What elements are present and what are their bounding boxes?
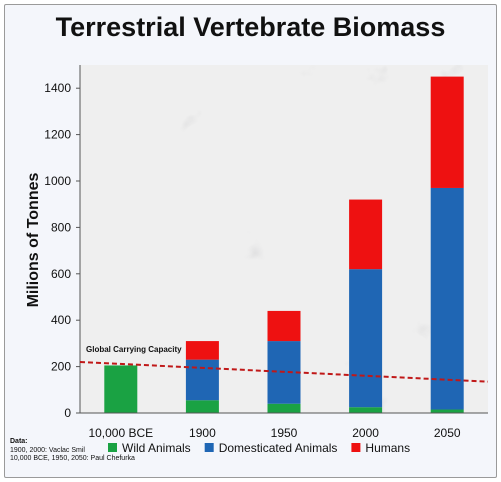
x-tick-label: 1900 xyxy=(189,426,216,440)
y-tick-label: 0 xyxy=(64,406,71,420)
bar-segment xyxy=(430,409,464,413)
legend-label: Wild Animals xyxy=(122,441,191,455)
legend-swatch xyxy=(351,443,361,452)
legend-swatch xyxy=(108,443,117,452)
chart-title: Terrestrial Vertebrate Biomass xyxy=(55,12,446,42)
sources-heading: Data: xyxy=(10,438,28,445)
bar-segment xyxy=(104,365,138,413)
legend-label: Domesticated Animals xyxy=(219,441,338,455)
y-tick-label: 400 xyxy=(51,313,71,327)
x-tick-label: 10,000 BCE xyxy=(88,426,153,440)
plot-background xyxy=(80,65,488,413)
bar-segment xyxy=(349,269,383,408)
bar-segment xyxy=(185,400,219,413)
y-tick-label: 1000 xyxy=(44,174,71,188)
y-tick-label: 800 xyxy=(51,220,71,234)
sources-line: 1900, 2000: Vaclac Smil xyxy=(10,446,85,454)
x-tick-label: 2000 xyxy=(352,426,379,440)
y-tick-label: 1400 xyxy=(44,81,71,95)
y-tick-label: 1200 xyxy=(44,128,71,142)
sources-line: 10,000 BCE, 1950, 2050: Paul Chefurka xyxy=(10,455,135,462)
legend-label: Humans xyxy=(365,441,410,455)
y-axis-title: Milions of Tonnes xyxy=(25,173,42,308)
bar-segment xyxy=(349,407,383,413)
bar-segment xyxy=(185,359,219,401)
carrying-capacity-label: Global Carrying Capacity xyxy=(86,345,182,354)
bar-segment xyxy=(430,76,464,188)
y-tick-label: 200 xyxy=(51,360,71,374)
carrying-capacity-line xyxy=(79,360,489,383)
bar-segment xyxy=(185,341,219,360)
y-tick-label: 600 xyxy=(51,267,71,281)
x-tick-label: 1950 xyxy=(271,426,298,440)
bar-segment xyxy=(349,199,383,270)
data-sources: Data: 1900, 2000: Vaclac Smil 10,000 BCE… xyxy=(10,438,135,464)
bar-segment xyxy=(267,310,301,342)
x-tick-label: 2050 xyxy=(434,426,461,440)
bar-segment xyxy=(267,403,301,413)
bar-segment xyxy=(430,187,464,410)
plot-area: 0 200 400 600 800 1000 1200 1400 10,000 BCE 1900 1… xyxy=(44,65,489,455)
legend-swatch xyxy=(204,443,214,452)
